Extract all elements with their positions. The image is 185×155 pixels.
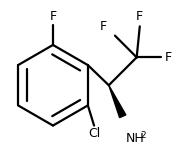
Text: F: F [165,51,172,64]
Text: F: F [136,10,143,23]
Text: 2: 2 [141,131,146,140]
Text: Cl: Cl [88,127,100,140]
Text: F: F [49,10,57,23]
Polygon shape [109,85,126,118]
Text: F: F [100,20,107,33]
Text: NH: NH [126,132,144,145]
